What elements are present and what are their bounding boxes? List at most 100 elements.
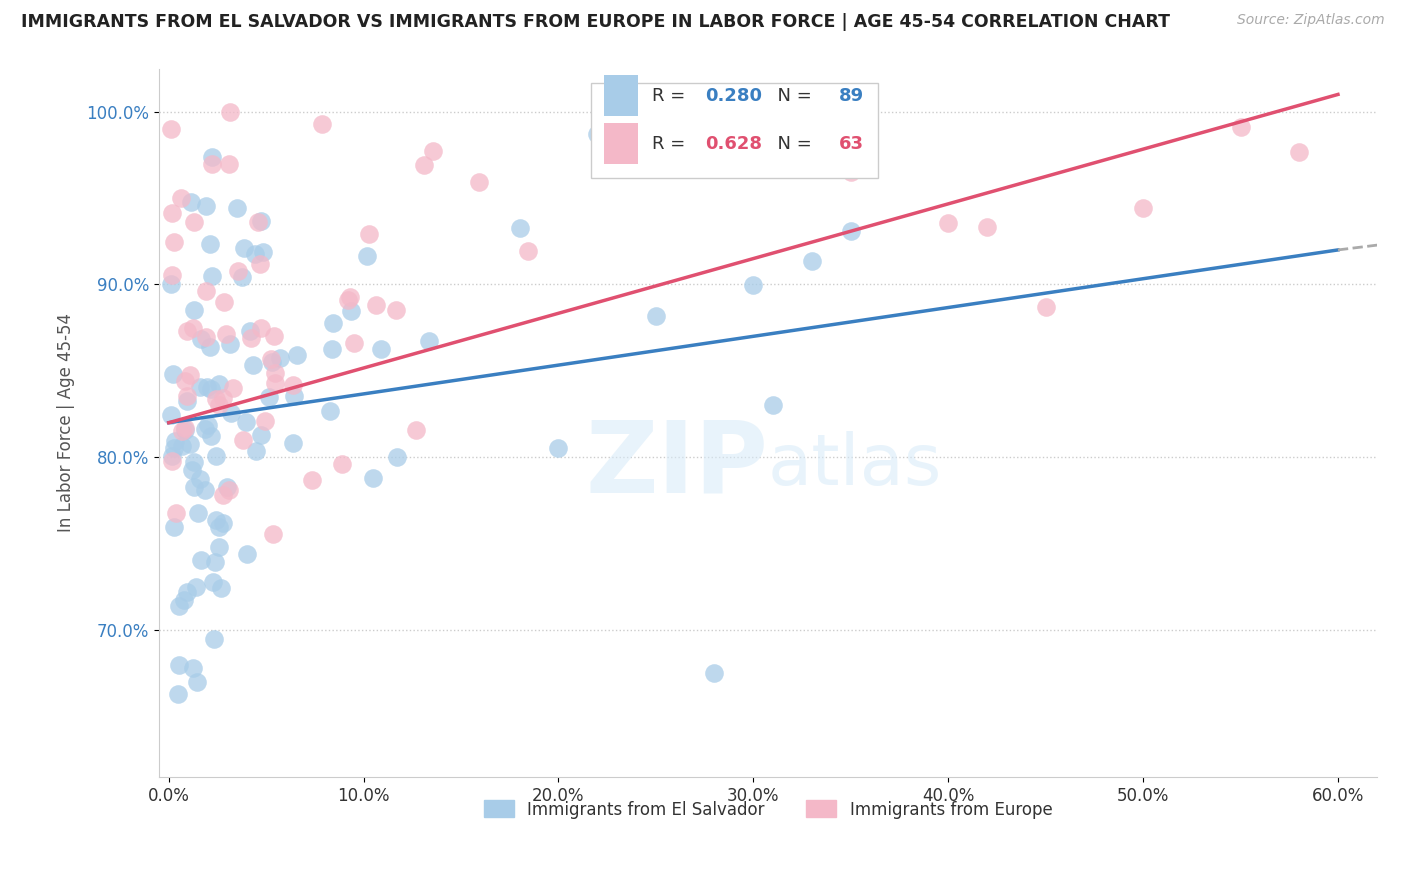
Point <box>205 513 228 527</box>
Point <box>269 351 291 366</box>
Point <box>339 290 361 304</box>
Point <box>162 449 184 463</box>
Point <box>254 414 277 428</box>
Point <box>183 480 205 494</box>
Point <box>208 520 231 534</box>
Point <box>181 463 204 477</box>
Point <box>340 303 363 318</box>
Point <box>283 389 305 403</box>
Point <box>516 244 538 259</box>
Y-axis label: In Labor Force | Age 45-54: In Labor Force | Age 45-54 <box>58 313 75 533</box>
Point <box>212 516 235 530</box>
Point <box>221 406 243 420</box>
Point <box>159 408 181 422</box>
Point <box>159 122 181 136</box>
Point <box>370 342 392 356</box>
Point <box>174 374 197 388</box>
Point <box>167 657 190 672</box>
Point <box>200 429 222 443</box>
Point <box>212 488 235 502</box>
Point <box>839 165 862 179</box>
Point <box>179 437 201 451</box>
Point <box>162 206 184 220</box>
Point <box>187 507 209 521</box>
Point <box>645 310 668 324</box>
Point <box>166 506 188 520</box>
Point <box>188 472 211 486</box>
Text: R =: R = <box>652 87 692 104</box>
Point <box>208 541 231 555</box>
Text: 0.628: 0.628 <box>704 135 762 153</box>
Text: N =: N = <box>765 87 817 104</box>
Point <box>176 393 198 408</box>
Point <box>198 237 221 252</box>
FancyBboxPatch shape <box>592 83 877 178</box>
Point <box>252 244 274 259</box>
Point <box>163 441 186 455</box>
Point <box>200 156 222 170</box>
Point <box>179 368 201 382</box>
Point <box>190 332 212 346</box>
Point <box>205 392 228 407</box>
Point <box>281 435 304 450</box>
Point <box>162 367 184 381</box>
Point <box>180 194 202 209</box>
Point <box>246 215 269 229</box>
Point <box>321 342 343 356</box>
Point <box>356 249 378 263</box>
Point <box>387 450 409 464</box>
Point <box>172 424 194 438</box>
Point <box>222 381 245 395</box>
Text: 0.280: 0.280 <box>704 87 762 104</box>
Point <box>468 175 491 189</box>
Point <box>1132 201 1154 215</box>
Point <box>232 433 254 447</box>
Point <box>172 439 194 453</box>
Text: atlas: atlas <box>768 431 942 500</box>
Point <box>839 224 862 238</box>
Point <box>311 117 333 131</box>
Point <box>181 661 204 675</box>
Point <box>319 403 342 417</box>
Point <box>183 215 205 229</box>
Point <box>287 348 309 362</box>
Point <box>211 581 233 595</box>
Point <box>250 213 273 227</box>
Point <box>235 415 257 429</box>
Point <box>176 389 198 403</box>
Point <box>208 376 231 391</box>
Point <box>547 442 569 456</box>
Point <box>1035 300 1057 314</box>
Point <box>181 321 204 335</box>
Point <box>183 455 205 469</box>
Point <box>800 254 823 268</box>
Point <box>762 398 785 412</box>
Point <box>233 241 256 255</box>
Point <box>173 593 195 607</box>
Point <box>242 358 264 372</box>
Point <box>160 268 183 282</box>
Point <box>212 392 235 406</box>
Text: 89: 89 <box>838 87 863 104</box>
Point <box>202 632 225 646</box>
Bar <box>603 123 638 164</box>
Point <box>418 334 440 349</box>
Point <box>366 298 388 312</box>
Point <box>385 302 408 317</box>
Point <box>264 366 287 380</box>
Point <box>343 336 366 351</box>
Point <box>250 427 273 442</box>
Point <box>228 264 250 278</box>
Point <box>936 216 959 230</box>
Point <box>190 552 212 566</box>
Point <box>173 421 195 435</box>
Point <box>260 354 283 368</box>
Point <box>170 191 193 205</box>
Point <box>262 527 284 541</box>
Point <box>245 247 267 261</box>
Point <box>174 423 197 437</box>
Point <box>183 302 205 317</box>
Point <box>204 555 226 569</box>
Point <box>239 324 262 338</box>
Point <box>361 470 384 484</box>
